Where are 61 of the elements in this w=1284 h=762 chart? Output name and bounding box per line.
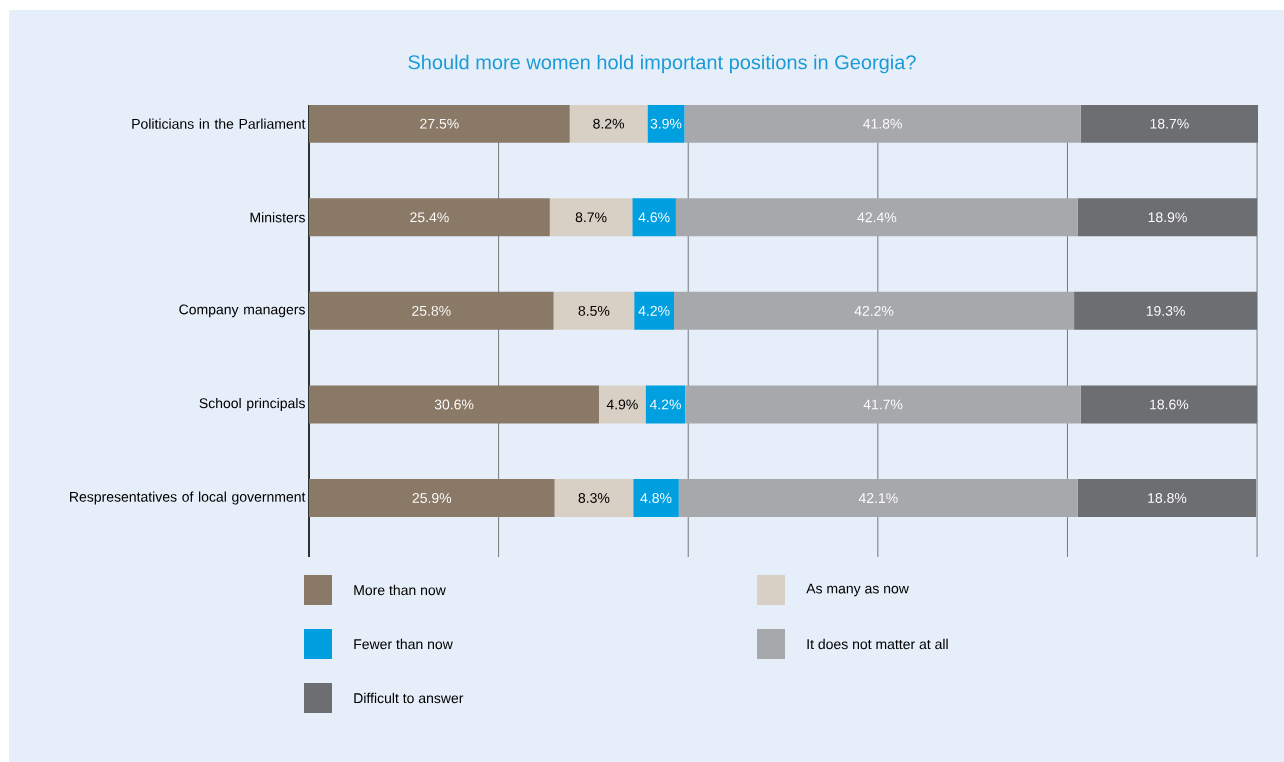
data-label: 18.9% (1148, 212, 1187, 223)
legend-label: As many as now (806, 583, 909, 597)
data-label: 8.7% (575, 212, 607, 223)
bar (678, 479, 1078, 518)
bar (685, 385, 1081, 424)
bar (599, 385, 646, 424)
y-tick-label: Respresentatives of local government (70, 491, 306, 505)
data-label: 4.2% (649, 399, 681, 410)
data-label: 25.4% (410, 212, 449, 223)
bar (553, 291, 635, 330)
bar (1074, 291, 1258, 330)
legend-label: Difficult to answer (354, 692, 464, 704)
y-tick-label: Politicians in the Parliament (132, 118, 306, 129)
bar (647, 104, 685, 143)
data-label: 30.6% (434, 399, 474, 410)
data-label: 8.5% (578, 305, 610, 316)
data-label: 4.9% (606, 399, 638, 410)
legend-label: Fewer than now (354, 638, 453, 650)
data-label: 8.2% (593, 118, 625, 129)
bar (675, 198, 1078, 237)
data-label: 18.8% (1148, 493, 1187, 503)
data-label: 8.3% (578, 493, 610, 503)
data-label: 18.6% (1150, 399, 1189, 410)
y-tick-label: Company managers (179, 304, 305, 318)
y-tick-label: Ministers (250, 212, 305, 223)
data-label: 42.1% (858, 493, 898, 503)
data-label: 18.7% (1150, 118, 1189, 129)
y-tick-label: School principals (199, 397, 305, 411)
data-label: 19.3% (1146, 305, 1185, 316)
bar (309, 385, 600, 424)
data-label: 25.9% (412, 493, 452, 503)
bar (309, 104, 570, 143)
data-label: 42.4% (857, 212, 897, 223)
bar (309, 198, 550, 237)
legend-label: It does not matter at all (807, 638, 948, 650)
bar (632, 198, 676, 237)
bar (634, 291, 675, 330)
bar (674, 291, 1075, 330)
bar (569, 104, 648, 143)
data-label: 41.7% (863, 399, 903, 410)
data-label: 4.2% (638, 305, 670, 316)
data-label: 42.2% (854, 305, 894, 316)
bar (554, 479, 634, 518)
bar (309, 291, 554, 330)
chart-title: Should more women hold important positions in Georgia? (408, 54, 916, 74)
bar (1080, 385, 1258, 424)
bar (549, 198, 633, 237)
bar (1080, 104, 1258, 143)
bar (645, 385, 686, 424)
bar (1077, 198, 1258, 237)
bar (684, 104, 1081, 143)
data-label: 41.8% (863, 118, 902, 129)
data-label: 4.8% (640, 493, 672, 503)
bar (309, 479, 555, 518)
data-label: 4.6% (638, 212, 670, 223)
bar (633, 479, 679, 518)
data-label: 3.9% (650, 118, 682, 129)
data-label: 27.5% (420, 118, 459, 129)
legend-label: More than now (354, 584, 446, 596)
bar (1077, 479, 1257, 518)
data-label: 25.8% (412, 305, 451, 316)
